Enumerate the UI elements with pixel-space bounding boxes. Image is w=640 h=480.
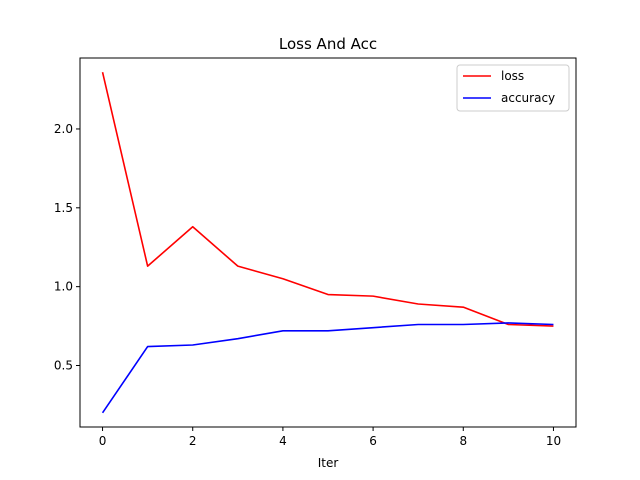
legend-label-loss: loss — [501, 69, 524, 83]
x-tick-label: 6 — [369, 434, 377, 448]
y-tick-label: 1.5 — [54, 201, 73, 215]
axes-frame — [79, 57, 577, 428]
legend: loss accuracy — [456, 64, 570, 112]
plot-area: 0 2 4 6 8 10 0.5 1.0 1.5 2.0 — [54, 57, 577, 448]
legend-label-accuracy: accuracy — [501, 91, 555, 105]
y-tick-label: 1.0 — [54, 280, 73, 294]
x-tick-label: 2 — [189, 434, 197, 448]
series-line-accuracy — [101, 322, 554, 414]
x-tick-label: 0 — [99, 434, 107, 448]
x-tick-label: 4 — [279, 434, 287, 448]
series-line-loss — [101, 72, 554, 327]
chart-title: Loss And Acc — [279, 35, 377, 53]
x-axis-label: Iter — [318, 456, 339, 470]
x-tick-label: 8 — [459, 434, 467, 448]
y-tick-label: 0.5 — [54, 359, 73, 373]
y-tick-label: 2.0 — [54, 122, 73, 136]
x-tick-label: 10 — [546, 434, 561, 448]
